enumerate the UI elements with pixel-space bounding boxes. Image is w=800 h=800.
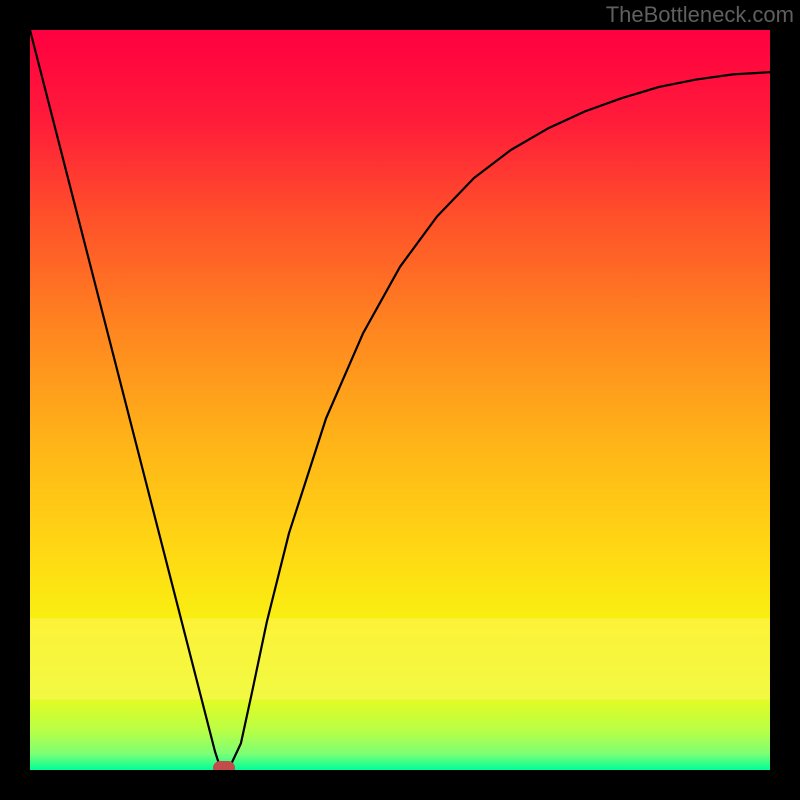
plot-area — [30, 30, 770, 770]
watermark-text: TheBottleneck.com — [606, 2, 794, 28]
bottleneck-curve — [30, 30, 770, 770]
minimum-marker — [213, 761, 235, 770]
chart-container: TheBottleneck.com — [0, 0, 800, 800]
